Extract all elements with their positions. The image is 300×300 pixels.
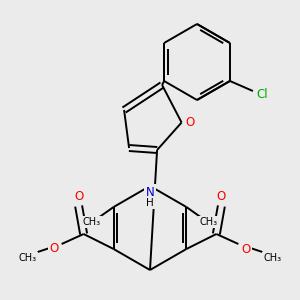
Text: CH₃: CH₃ [82, 217, 101, 227]
Text: CH₃: CH₃ [199, 217, 218, 227]
Text: O: O [185, 116, 194, 129]
Text: CH₃: CH₃ [19, 253, 37, 263]
Text: CH₃: CH₃ [263, 253, 281, 263]
Text: Cl: Cl [256, 88, 268, 100]
Text: O: O [217, 190, 226, 202]
Text: O: O [49, 242, 58, 256]
Text: H: H [146, 198, 154, 208]
Text: O: O [74, 190, 83, 202]
Text: N: N [146, 185, 154, 199]
Text: O: O [242, 242, 251, 256]
